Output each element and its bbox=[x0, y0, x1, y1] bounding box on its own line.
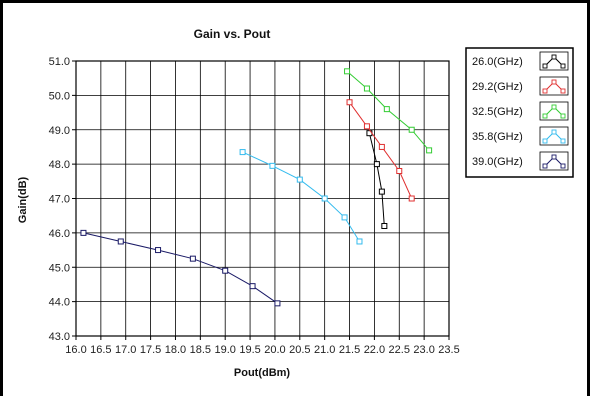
x-tick-label: 22.0 bbox=[364, 344, 385, 356]
data-point bbox=[383, 106, 390, 113]
x-tick-label: 16.0 bbox=[65, 344, 86, 356]
x-tick-label: 20.0 bbox=[264, 344, 285, 356]
series-line bbox=[242, 151, 360, 242]
x-tick-label: 17.0 bbox=[115, 344, 136, 356]
legend-label: 32.5(GHz) bbox=[472, 106, 523, 118]
data-point bbox=[344, 68, 351, 75]
y-tick-label: 45.0 bbox=[49, 262, 70, 274]
legend-label: 35.8(GHz) bbox=[472, 131, 523, 143]
x-tick-label: 17.5 bbox=[140, 344, 161, 356]
data-point bbox=[378, 188, 385, 195]
x-tick-label: 22.5 bbox=[389, 344, 410, 356]
series-line bbox=[83, 232, 278, 304]
y-tick-label: 48.0 bbox=[49, 159, 70, 171]
data-point bbox=[296, 176, 303, 183]
data-point bbox=[373, 161, 380, 168]
x-tick-label: 23.0 bbox=[413, 344, 434, 356]
legend-swatch-marker bbox=[551, 54, 557, 60]
x-tick-label: 19.5 bbox=[239, 344, 260, 356]
x-tick-label: 19.0 bbox=[214, 344, 235, 356]
x-tick-label: 18.5 bbox=[190, 344, 211, 356]
y-tick-label: 47.0 bbox=[49, 194, 70, 206]
data-point bbox=[381, 223, 388, 229]
x-tick-label: 18.0 bbox=[165, 344, 186, 356]
data-point bbox=[117, 238, 124, 245]
legend-swatch-marker bbox=[542, 163, 548, 169]
legend-swatch-marker bbox=[542, 113, 548, 119]
x-tick-label: 21.5 bbox=[339, 344, 360, 356]
data-point bbox=[363, 85, 370, 92]
data-point bbox=[426, 147, 433, 154]
data-point bbox=[341, 214, 348, 221]
data-point bbox=[274, 300, 281, 307]
legend-swatch-marker bbox=[542, 138, 548, 144]
legend-swatch-marker bbox=[560, 63, 566, 69]
legend-label: 26.0(GHz) bbox=[472, 56, 523, 68]
x-axis-label: Pout(dBm) bbox=[234, 367, 291, 379]
legend-swatch-marker bbox=[551, 104, 557, 110]
y-tick-label: 51.0 bbox=[49, 56, 70, 68]
y-tick-label: 44.0 bbox=[49, 297, 70, 309]
data-point bbox=[396, 168, 403, 174]
legend-label: 39.0(GHz) bbox=[472, 156, 523, 168]
plot-area-border bbox=[75, 60, 450, 337]
chart-title: Gain vs. Pout bbox=[194, 27, 271, 41]
data-point bbox=[155, 247, 162, 254]
y-tick-label: 50.0 bbox=[49, 90, 70, 102]
data-point bbox=[321, 195, 328, 202]
legend-swatch-marker bbox=[560, 113, 566, 119]
data-point bbox=[346, 99, 353, 106]
legend-swatch-marker bbox=[551, 79, 557, 85]
y-tick-label: 46.0 bbox=[49, 228, 70, 240]
legend-label: 29.2(GHz) bbox=[472, 81, 523, 93]
x-tick-label: 21.0 bbox=[314, 344, 335, 356]
x-tick-label: 23.5 bbox=[438, 344, 459, 356]
data-point bbox=[222, 267, 229, 274]
data-point bbox=[239, 149, 246, 156]
x-tick-label: 20.5 bbox=[289, 344, 310, 356]
data-point bbox=[189, 255, 196, 262]
data-point bbox=[356, 238, 363, 245]
series-line bbox=[368, 133, 385, 227]
legend-swatch-marker bbox=[560, 138, 566, 144]
legend-swatch-marker bbox=[551, 154, 557, 160]
data-point bbox=[378, 143, 385, 150]
x-tick-label: 16.5 bbox=[90, 344, 111, 356]
legend-swatch-marker bbox=[542, 63, 548, 69]
y-tick-label: 49.0 bbox=[49, 125, 70, 137]
legend-swatch-marker bbox=[551, 129, 557, 135]
data-point bbox=[249, 283, 256, 290]
legend-swatch-marker bbox=[560, 88, 566, 94]
legend-swatch-marker bbox=[560, 163, 566, 169]
data-point bbox=[408, 195, 415, 202]
y-axis-label: Gain(dB) bbox=[17, 176, 29, 223]
data-point bbox=[363, 123, 370, 130]
y-tick-label: 43.0 bbox=[49, 331, 70, 343]
legend-swatch-marker bbox=[542, 88, 548, 94]
data-point bbox=[408, 126, 415, 133]
data-point bbox=[80, 229, 87, 236]
data-point bbox=[269, 162, 276, 169]
